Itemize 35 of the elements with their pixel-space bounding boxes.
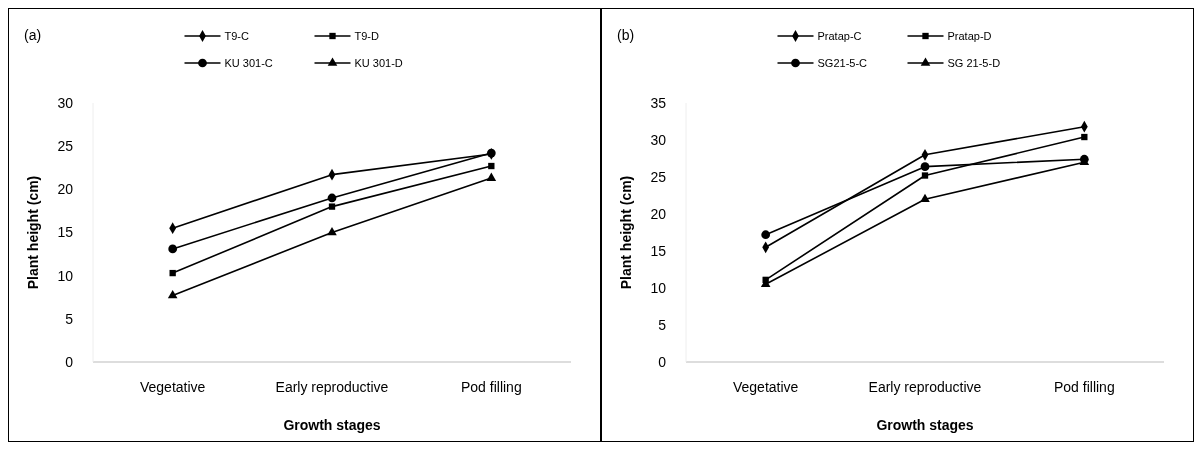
y-tick-label: 10: [650, 279, 667, 296]
y-tick-label: 10: [57, 267, 74, 284]
y-tick-label: 15: [57, 224, 74, 241]
y-tick-label: 25: [650, 168, 667, 185]
y-axis-title: Plant height (cm): [618, 175, 634, 290]
y-axis-title: Plant height (cm): [25, 175, 41, 290]
x-axis-title: Growth stages: [876, 417, 974, 433]
y-tick-label: 0: [65, 353, 74, 370]
x-tick-label: Vegetative: [139, 379, 206, 395]
y-tick-label: 30: [57, 94, 74, 111]
y-tick-label: 5: [658, 316, 667, 333]
x-tick-label: Pod filling: [1053, 379, 1115, 395]
y-tick-label: 25: [57, 138, 74, 155]
legend-label: KU 301-D: [354, 57, 403, 69]
chart-title: (a): [24, 27, 42, 43]
legend-label: KU 301-C: [224, 57, 273, 69]
y-tick-label: 15: [650, 242, 667, 259]
legend-label: SG 21-5-D: [947, 57, 1001, 69]
legend-label: T9-C: [224, 30, 249, 42]
x-tick-label: Early reproductive: [868, 379, 982, 395]
chart-title: (b): [617, 27, 635, 43]
legend-label: Pratap-C: [817, 30, 862, 42]
legend-label: T9-D: [354, 30, 379, 42]
x-tick-label: Early reproductive: [275, 379, 389, 395]
legend-label: SG21-5-C: [817, 57, 868, 69]
x-tick-label: Vegetative: [732, 379, 799, 395]
y-tick-label: 35: [650, 94, 667, 111]
y-tick-label: 20: [650, 205, 667, 222]
legend-label: Pratap-D: [947, 30, 992, 42]
y-tick-label: 5: [65, 310, 74, 327]
y-tick-label: 30: [650, 131, 667, 148]
x-tick-label: Pod filling: [460, 379, 522, 395]
y-tick-label: 20: [57, 181, 74, 198]
y-tick-label: 0: [658, 353, 667, 370]
x-axis-title: Growth stages: [283, 417, 381, 433]
